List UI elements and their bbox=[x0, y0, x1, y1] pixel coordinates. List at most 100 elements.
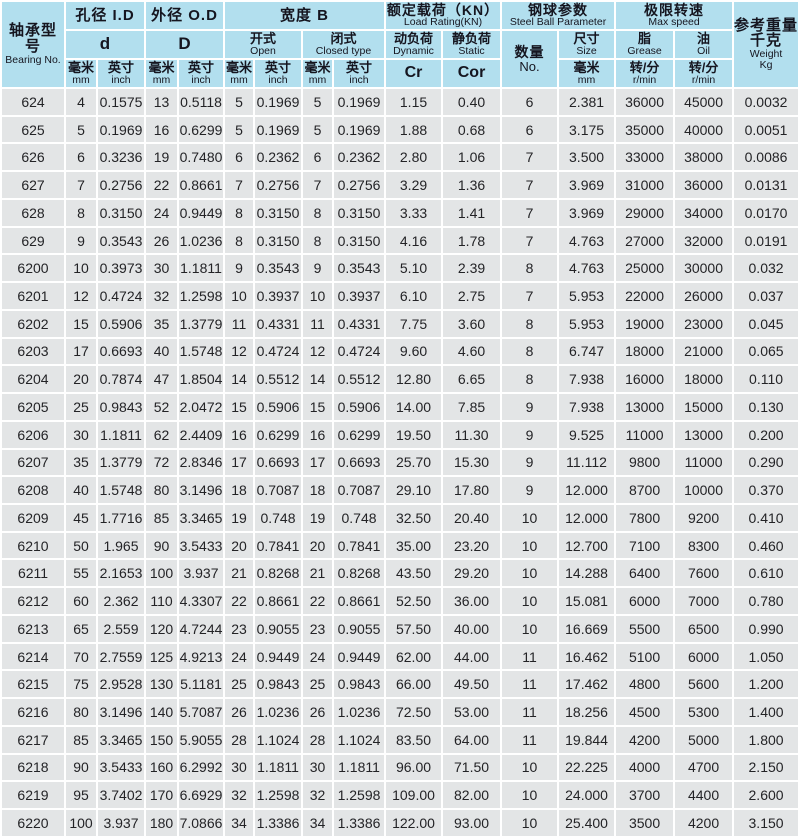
static-load-cell: 1.06 bbox=[443, 144, 501, 171]
closed-mm-cell: 25 bbox=[303, 671, 332, 698]
table-row: 6204 20 0.7874 47 1.8504 14 0.5512 14 0.5512 12.8… bbox=[2, 366, 799, 393]
od-inch-cell: 3.3465 bbox=[179, 505, 223, 531]
closed-mm-cell: 8 bbox=[303, 199, 332, 226]
ball-qty-cell: 7 bbox=[502, 199, 558, 226]
oil-speed-cell: 6500 bbox=[675, 615, 733, 642]
oil-speed-cell: 40000 bbox=[675, 116, 733, 143]
closed-inch-cell: 0.7841 bbox=[334, 532, 385, 559]
closed-inch-cell: 0.3150 bbox=[334, 227, 385, 254]
od-mm-cell: 125 bbox=[146, 643, 177, 670]
closed-inch-cell: 0.748 bbox=[334, 505, 385, 531]
grease-speed-cell: 11000 bbox=[616, 421, 674, 448]
open-mm-cell: 34 bbox=[225, 810, 253, 836]
dynamic-load-cell: 3.29 bbox=[386, 172, 442, 198]
ball-qty-cell: 8 bbox=[502, 338, 558, 365]
id-mm-cell: 35 bbox=[66, 449, 96, 476]
ball-qty-cell: 6 bbox=[502, 89, 558, 115]
static-load-cell: 29.20 bbox=[443, 560, 501, 587]
header-id-mm: 毫米 mm bbox=[66, 60, 96, 87]
closed-mm-cell: 5 bbox=[303, 89, 332, 115]
dynamic-load-cell: 4.16 bbox=[386, 227, 442, 254]
open-inch-cell: 0.5512 bbox=[255, 366, 301, 393]
ball-size-cell: 4.763 bbox=[559, 255, 615, 282]
bearing-no-cell: 6203 bbox=[2, 338, 64, 365]
grease-speed-cell: 27000 bbox=[616, 227, 674, 254]
od-mm-cell: 130 bbox=[146, 671, 177, 698]
oil-speed-cell: 11000 bbox=[675, 449, 733, 476]
od-mm-cell: 80 bbox=[146, 477, 177, 504]
bearing-no-cell: 6215 bbox=[2, 671, 64, 698]
open-mm-cell: 5 bbox=[225, 89, 253, 115]
oil-speed-cell: 30000 bbox=[675, 255, 733, 282]
weight-cell: 0.990 bbox=[734, 615, 799, 642]
ball-size-cell: 9.525 bbox=[559, 421, 615, 448]
bearing-no-cell: 6216 bbox=[2, 699, 64, 725]
od-mm-cell: 90 bbox=[146, 532, 177, 559]
weight-cell: 1.200 bbox=[734, 671, 799, 698]
open-inch-cell: 0.7841 bbox=[255, 532, 301, 559]
id-inch-cell: 0.3543 bbox=[98, 227, 144, 254]
od-mm-cell: 85 bbox=[146, 505, 177, 531]
closed-mm-cell: 6 bbox=[303, 144, 332, 171]
open-inch-cell: 1.2598 bbox=[255, 782, 301, 809]
id-inch-cell: 0.3150 bbox=[98, 199, 144, 226]
closed-mm-cell: 17 bbox=[303, 449, 332, 476]
od-inch-cell: 4.9213 bbox=[179, 643, 223, 670]
od-mm-cell: 140 bbox=[146, 699, 177, 725]
static-load-cell: 7.85 bbox=[443, 394, 501, 420]
od-mm-cell: 62 bbox=[146, 421, 177, 448]
dynamic-load-cell: 9.60 bbox=[386, 338, 442, 365]
open-mm-cell: 16 bbox=[225, 421, 253, 448]
open-inch-cell: 1.1024 bbox=[255, 726, 301, 753]
header-bearing-no-en: Bearing No. bbox=[5, 53, 61, 66]
od-inch-cell: 1.3779 bbox=[179, 310, 223, 337]
closed-inch-cell: 0.1969 bbox=[334, 116, 385, 143]
table-row: 626 6 0.3236 19 0.7480 6 0.2362 6 0.2362 2.80 1.06… bbox=[2, 144, 799, 171]
closed-mm-cell: 8 bbox=[303, 227, 332, 254]
od-inch-cell: 2.4409 bbox=[179, 421, 223, 448]
open-mm-cell: 5 bbox=[225, 116, 253, 143]
id-mm-cell: 10 bbox=[66, 255, 96, 282]
weight-cell: 0.610 bbox=[734, 560, 799, 587]
grease-speed-cell: 36000 bbox=[616, 89, 674, 115]
open-mm-cell: 21 bbox=[225, 560, 253, 587]
ball-qty-cell: 7 bbox=[502, 172, 558, 198]
open-mm-cell: 12 bbox=[225, 338, 253, 365]
od-mm-cell: 180 bbox=[146, 810, 177, 836]
od-inch-cell: 0.7480 bbox=[179, 144, 223, 171]
closed-inch-cell: 1.1811 bbox=[334, 754, 385, 781]
oil-speed-cell: 26000 bbox=[675, 283, 733, 309]
dynamic-load-cell: 32.50 bbox=[386, 505, 442, 531]
table-row: 624 4 0.1575 13 0.5118 5 0.1969 5 0.1969 1.15 0.40… bbox=[2, 89, 799, 115]
dynamic-load-cell: 52.50 bbox=[386, 588, 442, 614]
bearing-no-cell: 6212 bbox=[2, 588, 64, 614]
od-mm-cell: 72 bbox=[146, 449, 177, 476]
id-inch-cell: 0.3973 bbox=[98, 255, 144, 282]
closed-inch-cell: 1.0236 bbox=[334, 699, 385, 725]
weight-cell: 2.150 bbox=[734, 754, 799, 781]
grease-speed-cell: 6000 bbox=[616, 588, 674, 614]
header-grease-speed: 脂 Grease bbox=[616, 31, 674, 58]
ball-qty-cell: 6 bbox=[502, 116, 558, 143]
id-inch-cell: 3.5433 bbox=[98, 754, 144, 781]
table-row: 6214 70 2.7559 125 4.9213 24 0.9449 24 0.9449 62.… bbox=[2, 643, 799, 670]
id-inch-cell: 3.7402 bbox=[98, 782, 144, 809]
table-row: 6215 75 2.9528 130 5.1181 25 0.9843 25 0.9843 66.… bbox=[2, 671, 799, 698]
open-inch-cell: 0.4331 bbox=[255, 310, 301, 337]
open-inch-cell: 0.8661 bbox=[255, 588, 301, 614]
closed-mm-cell: 28 bbox=[303, 726, 332, 753]
ball-size-cell: 6.747 bbox=[559, 338, 615, 365]
open-inch-cell: 1.0236 bbox=[255, 699, 301, 725]
od-mm-cell: 150 bbox=[146, 726, 177, 753]
od-inch-cell: 2.8346 bbox=[179, 449, 223, 476]
oil-speed-cell: 8300 bbox=[675, 532, 733, 559]
od-mm-cell: 30 bbox=[146, 255, 177, 282]
id-inch-cell: 2.9528 bbox=[98, 671, 144, 698]
oil-speed-cell: 10000 bbox=[675, 477, 733, 504]
open-mm-cell: 14 bbox=[225, 366, 253, 393]
header-size-mm: 毫米 mm bbox=[559, 60, 615, 87]
table-header: 轴承型号 Bearing No. 孔径 I.D 外径 O.D 宽度 B 额定载荷… bbox=[2, 2, 799, 87]
closed-inch-cell: 0.6299 bbox=[334, 421, 385, 448]
header-dynamic-load: 动负荷 Dynamic bbox=[386, 31, 442, 58]
